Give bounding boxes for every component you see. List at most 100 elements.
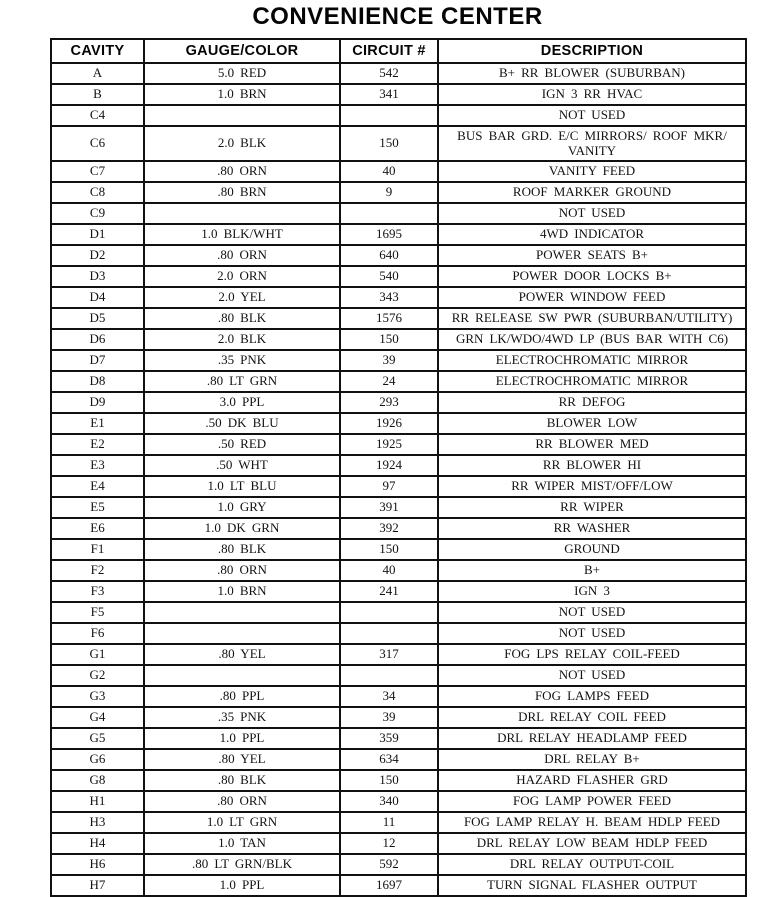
cavity-cell: C7 <box>50 160 145 184</box>
cavity-cell: A <box>50 62 145 85</box>
page-title: CONVENIENCE CENTER <box>252 3 543 30</box>
circuit-cell: 341 <box>339 83 439 106</box>
cavity-cell: G3 <box>50 685 145 709</box>
gauge-color-cell: .80 LT GRN <box>143 370 341 394</box>
circuit-cell: 39 <box>339 706 439 730</box>
table-row: G8 .80 BLK 150 HAZARD FLASHER GRD <box>50 769 747 793</box>
cavity-cell: D3 <box>50 265 145 289</box>
gauge-color-cell: .50 WHT <box>143 454 341 478</box>
description-cell: RR WIPER <box>437 496 747 520</box>
gauge-color-cell: 1.0 PPL <box>143 874 341 897</box>
gauge-color-cell: 1.0 PPL <box>143 727 341 751</box>
cavity-cell: E4 <box>50 475 145 499</box>
cavity-cell: C8 <box>50 181 145 205</box>
gauge-color-cell <box>143 104 341 127</box>
table-row: F5 NOT USED <box>50 601 747 625</box>
gauge-color-cell <box>143 622 341 646</box>
table-row: G2 NOT USED <box>50 664 747 688</box>
gauge-color-cell: 1.0 LT BLU <box>143 475 341 499</box>
description-cell: 4WD INDICATOR <box>437 223 747 247</box>
circuit-cell: 150 <box>339 538 439 562</box>
table-row: C6 2.0 BLK 150 BUS BAR GRD. E/C MIRRORS/… <box>50 124 747 163</box>
description-cell: FOG LAMPS FEED <box>437 685 747 709</box>
circuit-cell: 343 <box>339 286 439 310</box>
cavity-cell: E2 <box>50 433 145 457</box>
table-row: F2 .80 ORN 40 B+ <box>50 559 747 583</box>
description-cell: GRN LK/WDO/4WD LP (BUS BAR WITH C6) <box>437 328 747 352</box>
table-row: D6 2.0 BLK 150 GRN LK/WDO/4WD LP (BUS BA… <box>50 328 747 352</box>
table-row: E3 .50 WHT 1924 RR BLOWER HI <box>50 454 747 478</box>
gauge-color-cell: .50 RED <box>143 433 341 457</box>
gauge-color-cell: .80 YEL <box>143 748 341 772</box>
gauge-color-cell: .80 ORN <box>143 559 341 583</box>
description-cell: IGN 3 <box>437 580 747 604</box>
gauge-color-cell: 1.0 LT GRN <box>143 811 341 835</box>
table-row: G3 .80 PPL 34 FOG LAMPS FEED <box>50 685 747 709</box>
table-body: A 5.0 RED 542 B+ RR BLOWER (SUBURBAN) B … <box>50 62 747 897</box>
circuit-cell: 359 <box>339 727 439 751</box>
gauge-color-cell <box>143 601 341 625</box>
table-row: E6 1.0 DK GRN 392 RR WASHER <box>50 517 747 541</box>
table-row: E2 .50 RED 1925 RR BLOWER MED <box>50 433 747 457</box>
cavity-cell: G8 <box>50 769 145 793</box>
cavity-cell: G1 <box>50 643 145 667</box>
gauge-color-cell: 3.0 PPL <box>143 391 341 415</box>
circuit-cell: 39 <box>339 349 439 373</box>
table-row: F6 NOT USED <box>50 622 747 646</box>
circuit-cell: 592 <box>339 853 439 877</box>
description-cell: RR WASHER <box>437 517 747 541</box>
circuit-cell: 1576 <box>339 307 439 331</box>
gauge-color-cell: 1.0 BLK/WHT <box>143 223 341 247</box>
circuit-cell: 317 <box>339 643 439 667</box>
cavity-cell: D5 <box>50 307 145 331</box>
column-header-cavity: CAVITY <box>50 38 145 64</box>
description-cell: POWER WINDOW FEED <box>437 286 747 310</box>
cavity-cell: E1 <box>50 412 145 436</box>
description-cell: RR WIPER MIST/OFF/LOW <box>437 475 747 499</box>
description-cell: ELECTROCHROMATIC MIRROR <box>437 349 747 373</box>
circuit-cell: 150 <box>339 124 439 163</box>
circuit-cell: 24 <box>339 370 439 394</box>
circuit-cell: 1925 <box>339 433 439 457</box>
description-cell: IGN 3 RR HVAC <box>437 83 747 106</box>
gauge-color-cell: 1.0 BRN <box>143 580 341 604</box>
description-cell: NOT USED <box>437 202 747 226</box>
cavity-cell: H1 <box>50 790 145 814</box>
description-cell: FOG LAMP RELAY H. BEAM HDLP FEED <box>437 811 747 835</box>
circuit-cell: 640 <box>339 244 439 268</box>
gauge-color-cell: .35 PNK <box>143 349 341 373</box>
circuit-cell: 392 <box>339 517 439 541</box>
description-cell: ROOF MARKER GROUND <box>437 181 747 205</box>
cavity-cell: F3 <box>50 580 145 604</box>
table-row: H7 1.0 PPL 1697 TURN SIGNAL FLASHER OUTP… <box>50 874 747 897</box>
table-row: D8 .80 LT GRN 24 ELECTROCHROMATIC MIRROR <box>50 370 747 394</box>
description-cell: RR RELEASE SW PWR (SUBURBAN/UTILITY) <box>437 307 747 331</box>
table-row: D1 1.0 BLK/WHT 1695 4WD INDICATOR <box>50 223 747 247</box>
convenience-center-table: CAVITY GAUGE/COLOR CIRCUIT # DESCRIPTION… <box>50 38 747 897</box>
table-row: G1 .80 YEL 317 FOG LPS RELAY COIL-FEED <box>50 643 747 667</box>
table-row: A 5.0 RED 542 B+ RR BLOWER (SUBURBAN) <box>50 62 747 85</box>
table-row: G5 1.0 PPL 359 DRL RELAY HEADLAMP FEED <box>50 727 747 751</box>
description-cell: TURN SIGNAL FLASHER OUTPUT <box>437 874 747 897</box>
description-cell: VANITY FEED <box>437 160 747 184</box>
cavity-cell: H7 <box>50 874 145 897</box>
table-row: H6 .80 LT GRN/BLK 592 DRL RELAY OUTPUT-C… <box>50 853 747 877</box>
description-cell: DRL RELAY HEADLAMP FEED <box>437 727 747 751</box>
circuit-cell: 293 <box>339 391 439 415</box>
cavity-cell: H6 <box>50 853 145 877</box>
gauge-color-cell: .80 ORN <box>143 160 341 184</box>
description-cell: B+ <box>437 559 747 583</box>
description-cell: RR BLOWER MED <box>437 433 747 457</box>
table-row: H3 1.0 LT GRN 11 FOG LAMP RELAY H. BEAM … <box>50 811 747 835</box>
gauge-color-cell: 2.0 YEL <box>143 286 341 310</box>
cavity-cell: B <box>50 83 145 106</box>
circuit-cell <box>339 601 439 625</box>
circuit-cell: 40 <box>339 160 439 184</box>
manual-page: CONVENIENCE CENTER CAVITY GAUGE/COLOR CI… <box>50 3 747 897</box>
cavity-cell: F6 <box>50 622 145 646</box>
description-cell: NOT USED <box>437 601 747 625</box>
circuit-cell: 540 <box>339 265 439 289</box>
table-row: D4 2.0 YEL 343 POWER WINDOW FEED <box>50 286 747 310</box>
gauge-color-cell: 2.0 ORN <box>143 265 341 289</box>
cavity-cell: F2 <box>50 559 145 583</box>
